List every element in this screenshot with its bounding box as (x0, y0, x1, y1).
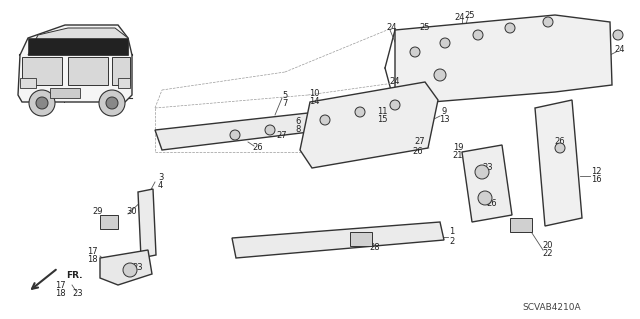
Circle shape (555, 143, 565, 153)
Text: 21: 21 (452, 152, 463, 160)
Text: 19: 19 (452, 144, 463, 152)
Text: 8: 8 (295, 125, 301, 135)
Bar (350, 232, 372, 246)
Text: 26: 26 (555, 137, 565, 146)
Text: 24: 24 (387, 24, 397, 33)
Text: 2: 2 (449, 238, 454, 247)
Text: 27: 27 (276, 130, 287, 139)
Text: 14: 14 (308, 98, 319, 107)
Circle shape (99, 90, 125, 116)
Text: 5: 5 (282, 91, 287, 100)
Polygon shape (18, 25, 132, 102)
Circle shape (230, 130, 240, 140)
Circle shape (410, 47, 420, 57)
Polygon shape (100, 250, 152, 285)
Bar (100, 215, 118, 229)
Polygon shape (395, 15, 612, 105)
Circle shape (473, 30, 483, 40)
Circle shape (543, 17, 553, 27)
Text: 18: 18 (86, 256, 97, 264)
Text: 29: 29 (93, 207, 103, 217)
Text: 26: 26 (413, 147, 423, 157)
Text: FR.: FR. (66, 271, 83, 279)
Text: 26: 26 (253, 144, 263, 152)
Text: 12: 12 (591, 167, 601, 176)
Text: SCVAB4210A: SCVAB4210A (522, 303, 580, 313)
Circle shape (475, 165, 489, 179)
Text: 23: 23 (483, 164, 493, 173)
Text: 24: 24 (390, 78, 400, 86)
Text: 7: 7 (282, 99, 288, 108)
Bar (118, 78, 130, 88)
Polygon shape (462, 145, 512, 222)
Text: 24: 24 (615, 46, 625, 55)
Text: 13: 13 (438, 115, 449, 124)
Polygon shape (155, 110, 342, 150)
Text: 15: 15 (377, 115, 387, 124)
Text: 25: 25 (420, 24, 430, 33)
Polygon shape (138, 189, 156, 258)
Circle shape (440, 38, 450, 48)
Circle shape (434, 69, 446, 81)
Text: 20: 20 (543, 241, 553, 250)
Text: 1: 1 (449, 227, 454, 236)
Text: 24: 24 (455, 13, 465, 23)
Text: 16: 16 (591, 175, 602, 184)
Bar (20, 78, 36, 88)
Bar (510, 218, 532, 232)
Text: 31: 31 (518, 224, 529, 233)
Polygon shape (300, 82, 438, 168)
Text: 25: 25 (465, 11, 476, 19)
Circle shape (29, 90, 55, 116)
Bar (50, 88, 80, 98)
Circle shape (36, 97, 48, 109)
Text: 3: 3 (158, 174, 163, 182)
Bar (112, 57, 130, 85)
Text: 23: 23 (73, 288, 83, 298)
Circle shape (390, 100, 400, 110)
Text: 27: 27 (415, 137, 426, 146)
Text: 4: 4 (158, 182, 163, 190)
Text: 10: 10 (308, 90, 319, 99)
Circle shape (320, 115, 330, 125)
Text: 17: 17 (54, 280, 65, 290)
Text: 18: 18 (54, 288, 65, 298)
Text: 26: 26 (486, 199, 497, 209)
Text: 30: 30 (127, 207, 138, 217)
Text: 11: 11 (377, 108, 387, 116)
Bar (22, 57, 62, 85)
Text: 23: 23 (132, 263, 143, 272)
Polygon shape (535, 100, 582, 226)
Bar (68, 57, 108, 85)
Circle shape (123, 263, 137, 277)
Bar (28, 38, 128, 55)
Circle shape (106, 97, 118, 109)
Text: 9: 9 (442, 108, 447, 116)
Text: 28: 28 (370, 243, 380, 253)
Text: 6: 6 (295, 117, 301, 127)
Text: 17: 17 (86, 248, 97, 256)
Circle shape (505, 23, 515, 33)
Circle shape (355, 107, 365, 117)
Circle shape (613, 30, 623, 40)
Text: 22: 22 (543, 249, 553, 258)
Polygon shape (28, 28, 128, 55)
Polygon shape (232, 222, 444, 258)
Circle shape (265, 125, 275, 135)
Circle shape (478, 191, 492, 205)
